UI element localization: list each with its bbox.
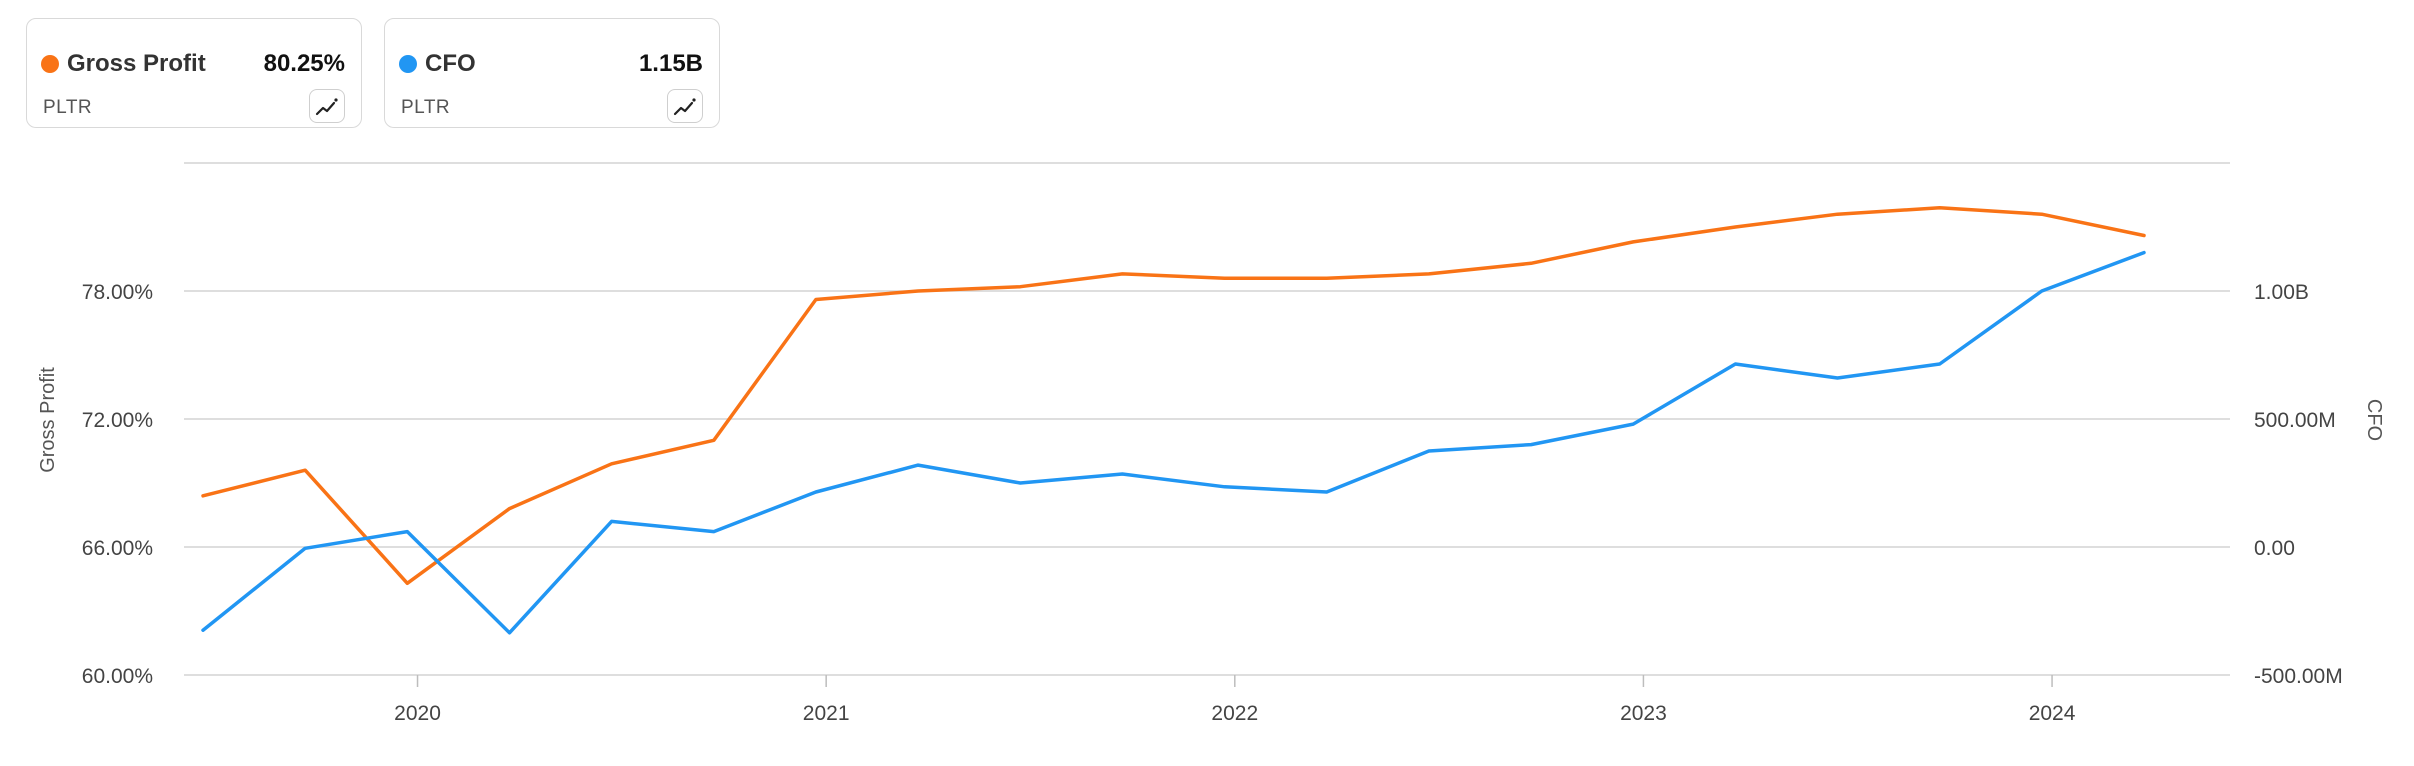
legend-title: Gross Profit <box>67 50 206 77</box>
series-line-cfo <box>201 250 2146 635</box>
right-axis-ticks: -500.00M 0.00 500.00M 1.00B <box>2254 281 2343 688</box>
legend-ticker: PLTR <box>401 97 451 118</box>
x-tick-label: 2023 <box>1620 702 1667 725</box>
x-tick-label: 2020 <box>394 702 441 725</box>
legend-card-gross-profit[interactable]: Gross Profit 80.25% PLTR <box>26 18 362 128</box>
left-axis-ticks: 60.00% 66.00% 72.00% 78.00% <box>82 281 153 688</box>
legend-title: CFO <box>425 50 476 77</box>
left-tick-label: 78.00% <box>82 281 153 304</box>
right-tick-label: -500.00M <box>2254 665 2343 688</box>
right-tick-label: 1.00B <box>2254 281 2309 304</box>
right-axis-title: CFO <box>2363 399 2385 441</box>
right-tick-label: 0.00 <box>2254 537 2295 560</box>
expand-chart-icon[interactable] <box>667 89 703 123</box>
x-axis-ticks: 2020 2021 2022 2023 2024 <box>394 675 2076 725</box>
left-axis-title: Gross Profit <box>37 367 59 473</box>
grid-lines <box>184 162 2230 676</box>
left-tick-label: 66.00% <box>82 537 153 560</box>
left-tick-label: 60.00% <box>82 665 153 688</box>
x-tick-label: 2021 <box>803 702 850 725</box>
series-lines <box>201 206 2146 635</box>
expand-chart-icon[interactable] <box>309 89 345 123</box>
legend-value: 1.15B <box>638 50 703 77</box>
left-tick-label: 72.00% <box>82 409 153 432</box>
legend-ticker: PLTR <box>43 97 93 118</box>
series-color-dot <box>399 55 417 73</box>
series-line-gross-profit <box>201 206 2146 586</box>
legend-card-cfo[interactable]: CFO 1.15B PLTR <box>384 18 720 128</box>
x-tick-label: 2024 <box>2029 702 2076 725</box>
right-tick-label: 500.00M <box>2254 409 2336 432</box>
x-tick-label: 2022 <box>1211 702 1258 725</box>
legend-value: 80.25% <box>263 50 345 77</box>
series-color-dot <box>41 55 59 73</box>
